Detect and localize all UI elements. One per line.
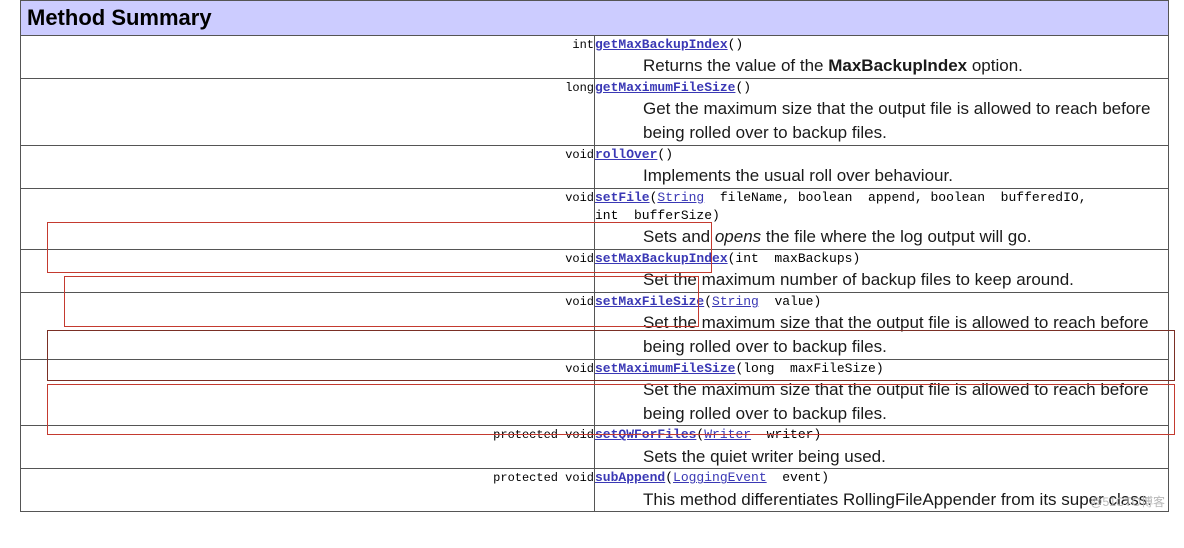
method-link[interactable]: setMaxBackupIndex [595,251,728,266]
method-cell: setQWForFiles(Writer writer)Sets the qui… [595,426,1169,469]
return-type: protected void [21,469,595,512]
method-cell: getMaximumFileSize()Get the maximum size… [595,78,1169,145]
method-signature: setMaximumFileSize(long maxFileSize) [595,360,1168,378]
method-row: intgetMaxBackupIndex()Returns the value … [21,36,1169,79]
method-cell: getMaxBackupIndex()Returns the value of … [595,36,1169,79]
method-row: voidrollOver()Implements the usual roll … [21,145,1169,188]
method-description: This method differentiates RollingFileAp… [595,488,1168,512]
method-row: voidsetMaximumFileSize(long maxFileSize)… [21,359,1169,426]
method-signature: rollOver() [595,146,1168,164]
method-summary-title: Method Summary [21,1,1169,36]
return-type: void [21,359,595,426]
method-signature: setMaxBackupIndex(int maxBackups) [595,250,1168,268]
method-description: Sets and opens the file where the log ou… [595,225,1168,249]
method-summary-table: Method Summary intgetMaxBackupIndex()Ret… [20,0,1169,512]
method-link[interactable]: setMaxFileSize [595,294,704,309]
method-description: Implements the usual roll over behaviour… [595,164,1168,188]
method-row: voidsetMaxFileSize(String value)Set the … [21,292,1169,359]
method-link[interactable]: subAppend [595,470,665,485]
method-signature: getMaxBackupIndex() [595,36,1168,54]
method-description: Get the maximum size that the output fil… [595,97,1168,145]
method-description: Set the maximum number of backup files t… [595,268,1168,292]
method-description: Set the maximum size that the output fil… [595,378,1168,426]
return-type: void [21,292,595,359]
method-link[interactable]: getMaximumFileSize [595,80,735,95]
method-row: protected voidsubAppend(LoggingEvent eve… [21,469,1169,512]
method-row: protected voidsetQWForFiles(Writer write… [21,426,1169,469]
method-row: longgetMaximumFileSize()Get the maximum … [21,78,1169,145]
method-description: Set the maximum size that the output fil… [595,311,1168,359]
method-description: Returns the value of the MaxBackupIndex … [595,54,1168,78]
method-signature: setMaxFileSize(String value) [595,293,1168,311]
method-cell: setFile(String fileName, boolean append,… [595,188,1169,249]
method-link[interactable]: setQWForFiles [595,427,696,442]
method-signature: getMaximumFileSize() [595,79,1168,97]
watermark: @51CTO博客 [1090,493,1165,510]
table-header-row: Method Summary [21,1,1169,36]
method-link[interactable]: getMaxBackupIndex [595,37,728,52]
method-cell: subAppend(LoggingEvent event)This method… [595,469,1169,512]
method-link[interactable]: setMaximumFileSize [595,361,735,376]
method-cell: setMaxBackupIndex(int maxBackups)Set the… [595,249,1169,292]
method-cell: rollOver()Implements the usual roll over… [595,145,1169,188]
method-link[interactable]: rollOver [595,147,657,162]
method-description: Sets the quiet writer being used. [595,445,1168,469]
method-signature: subAppend(LoggingEvent event) [595,469,1168,487]
return-type: void [21,145,595,188]
page-wrap: Method Summary intgetMaxBackupIndex()Ret… [20,0,1169,512]
method-cell: setMaxFileSize(String value)Set the maxi… [595,292,1169,359]
return-type: void [21,188,595,249]
method-signature: setFile(String fileName, boolean append,… [595,189,1168,225]
method-signature: setQWForFiles(Writer writer) [595,426,1168,444]
method-row: voidsetFile(String fileName, boolean app… [21,188,1169,249]
method-cell: setMaximumFileSize(long maxFileSize)Set … [595,359,1169,426]
return-type: long [21,78,595,145]
return-type: protected void [21,426,595,469]
return-type: int [21,36,595,79]
method-link[interactable]: setFile [595,190,650,205]
return-type: void [21,249,595,292]
method-row: voidsetMaxBackupIndex(int maxBackups)Set… [21,249,1169,292]
